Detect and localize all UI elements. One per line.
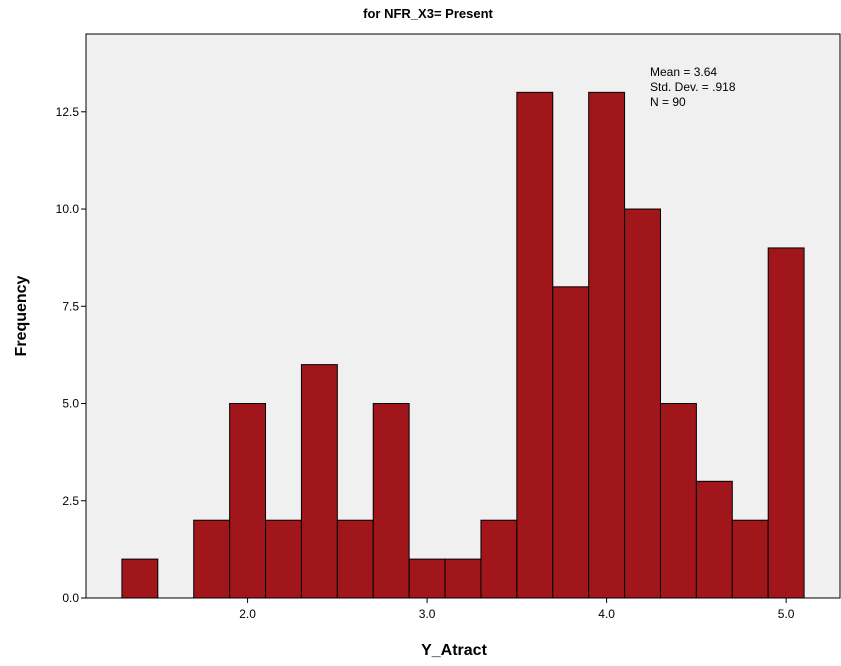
x-axis: 2.0 3.0 4.0 5.0 [239,598,795,621]
y-axis: 0.0 2.5 5.0 7.5 10.0 12.5 [56,105,86,605]
histogram-bar [444,558,482,599]
x-tick-label: 5.0 [778,607,795,621]
histogram-bar [552,286,590,599]
stat-mean: Mean = 3.64 [650,65,717,79]
y-tick-label: 7.5 [62,299,79,313]
histogram-bar [372,403,410,599]
y-tick-label: 5.0 [62,397,79,411]
y-tick-label: 10.0 [56,202,80,216]
histogram-bar [408,558,446,599]
stat-n: N = 90 [650,95,686,109]
x-tick-label: 4.0 [598,607,615,621]
histogram-bar [336,519,374,599]
histogram-bar [229,403,267,599]
x-tick-label: 3.0 [419,607,436,621]
histogram-bar [588,91,626,599]
bars-group [121,91,805,599]
y-tick-label: 12.5 [56,105,80,119]
y-axis-label: Frequency [13,275,30,356]
histogram-bar [624,208,661,599]
histogram-bar [265,519,302,599]
histogram-bar [121,558,159,599]
histogram-bar [659,403,697,599]
histogram-bar [516,91,554,599]
x-tick-label: 2.0 [239,607,256,621]
histogram-bar [193,519,231,599]
histogram-bar [480,519,518,599]
histogram-bar [767,247,805,599]
y-tick-label: 2.5 [62,494,79,508]
x-axis-label: Y_Atract [421,642,487,659]
histogram-bar [300,364,338,599]
histogram-bar [731,519,769,599]
stat-std-dev: Std. Dev. = .918 [650,80,736,94]
chart-title: for NFR_X3= Present [363,6,493,21]
histogram-bar [695,480,733,599]
y-tick-label: 0.0 [62,591,79,605]
